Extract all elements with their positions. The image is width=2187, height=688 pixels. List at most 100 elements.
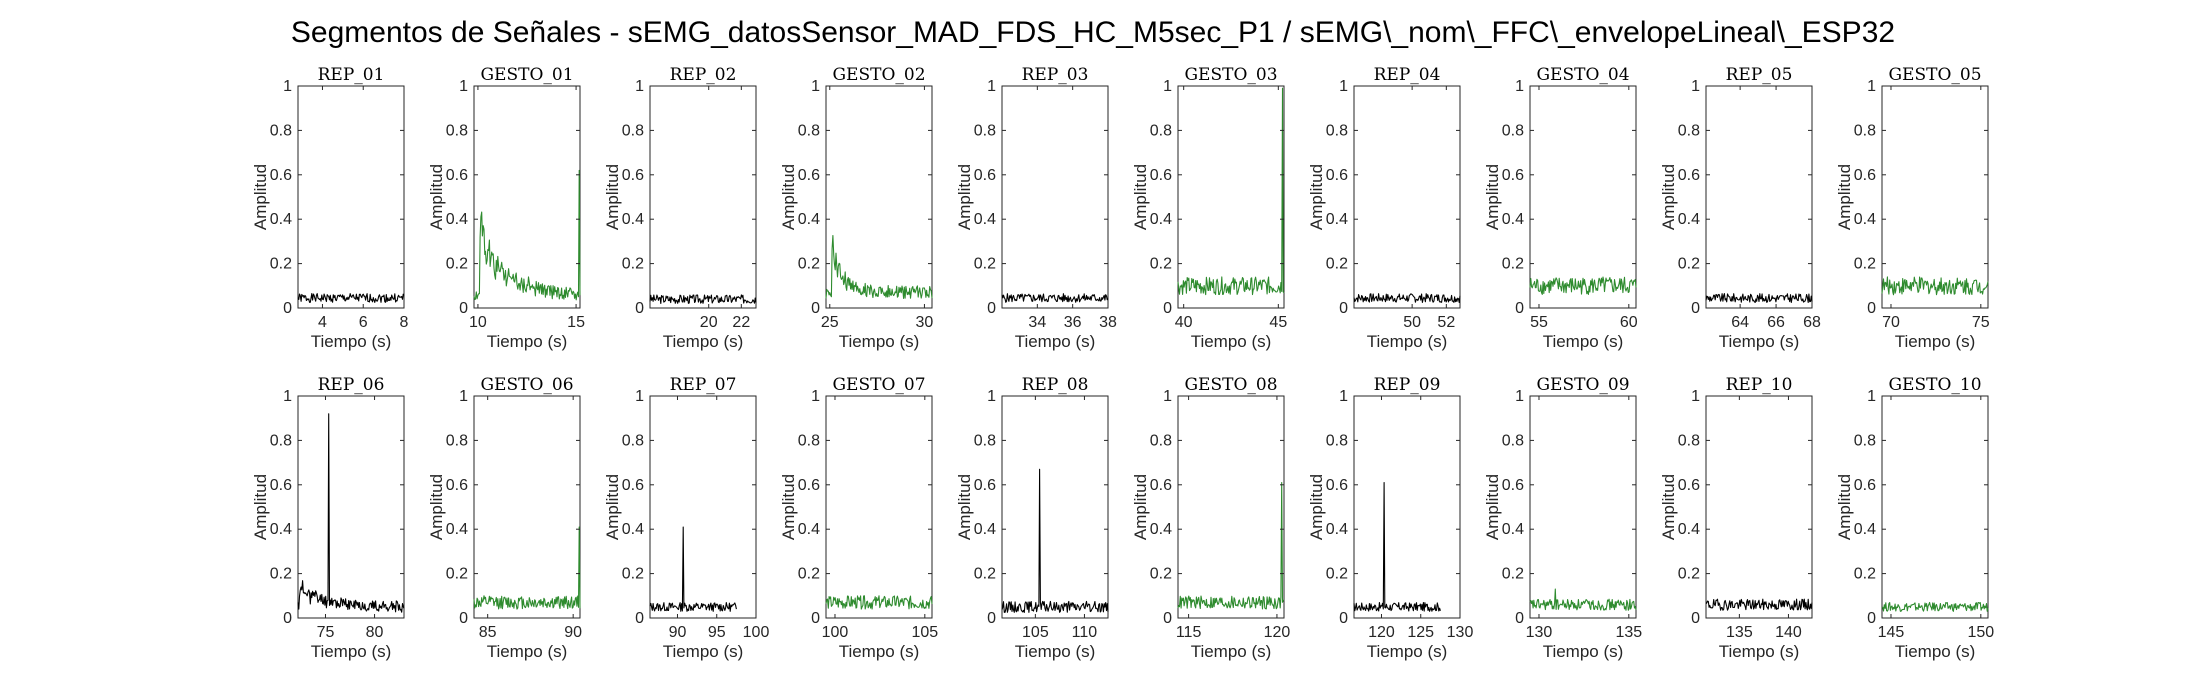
y-tick-label: 0.6 bbox=[1854, 167, 1876, 184]
y-tick-label: 0.4 bbox=[622, 211, 644, 228]
y-tick-label: 0.4 bbox=[1326, 211, 1348, 228]
y-axis-label: Amplitud bbox=[1659, 164, 1678, 230]
x-tick-label: 64 bbox=[1731, 314, 1749, 331]
y-tick-label: 1 bbox=[1163, 78, 1172, 95]
y-tick-label: 1 bbox=[1515, 388, 1524, 405]
plot-area bbox=[1881, 85, 1989, 309]
signal-line bbox=[297, 413, 405, 613]
y-axis-label: Amplitud bbox=[427, 164, 446, 230]
y-tick-label: 0.2 bbox=[1326, 566, 1348, 583]
y-tick-label: 0.8 bbox=[798, 122, 820, 139]
x-tick-label: 85 bbox=[479, 624, 497, 641]
x-tick-label: 68 bbox=[1803, 314, 1821, 331]
plot-area bbox=[297, 85, 405, 309]
y-tick-label: 0.8 bbox=[622, 122, 644, 139]
signal-line bbox=[297, 293, 405, 303]
y-tick-label: 0.6 bbox=[974, 167, 996, 184]
y-tick-label: 0.2 bbox=[622, 566, 644, 583]
subplot-gesto-06: 0 0.2 0.4 0.6 0.8 1 85 90 GESTO_06 Tiempo (s) Ampl… bbox=[427, 375, 582, 661]
y-tick-label: 0.6 bbox=[1502, 167, 1524, 184]
y-tick-label: 0 bbox=[635, 610, 644, 627]
y-tick-label: 0.2 bbox=[1502, 256, 1524, 273]
x-tick-label: 135 bbox=[1615, 624, 1642, 641]
y-tick-label: 0.4 bbox=[446, 211, 468, 228]
signal-line bbox=[1705, 293, 1813, 303]
subplot-title: REP_02 bbox=[670, 65, 737, 85]
subplot-gesto-09: 0 0.2 0.4 0.6 0.8 1 130 135 GESTO_09 Tiempo (s) Am… bbox=[1483, 375, 1642, 661]
subplot-title: REP_09 bbox=[1374, 375, 1441, 395]
x-tick-label: 10 bbox=[469, 314, 487, 331]
y-tick-label: 0.8 bbox=[270, 122, 292, 139]
y-tick-label: 0.4 bbox=[1854, 211, 1876, 228]
x-tick-label: 105 bbox=[1022, 624, 1049, 641]
y-tick-label: 0.6 bbox=[622, 477, 644, 494]
y-tick-label: 0.2 bbox=[1678, 256, 1700, 273]
y-tick-label: 0.4 bbox=[974, 521, 996, 538]
y-axis-label: Amplitud bbox=[1483, 474, 1502, 540]
y-tick-label: 0 bbox=[1867, 300, 1876, 317]
subplot-title: REP_05 bbox=[1726, 65, 1793, 85]
subplot-title: GESTO_02 bbox=[832, 65, 925, 85]
y-tick-label: 0.8 bbox=[798, 432, 820, 449]
y-tick-label: 1 bbox=[1691, 388, 1700, 405]
y-tick-label: 0.8 bbox=[974, 432, 996, 449]
x-tick-label: 75 bbox=[317, 624, 335, 641]
plot-area bbox=[649, 395, 757, 619]
y-tick-label: 0.6 bbox=[1150, 167, 1172, 184]
x-axis-label: Tiempo (s) bbox=[1895, 642, 1976, 661]
y-tick-label: 0.6 bbox=[798, 477, 820, 494]
x-tick-label: 120 bbox=[1264, 624, 1291, 641]
y-tick-label: 0.8 bbox=[1502, 432, 1524, 449]
y-tick-label: 0 bbox=[459, 610, 468, 627]
y-axis-label: Amplitud bbox=[955, 164, 974, 230]
subplot-gesto-04: 0 0.2 0.4 0.6 0.8 1 55 60 GESTO_04 Tiempo (s) Ampl… bbox=[1483, 65, 1638, 351]
y-tick-label: 0.2 bbox=[974, 256, 996, 273]
y-axis-label: Amplitud bbox=[603, 164, 622, 230]
y-tick-label: 1 bbox=[635, 78, 644, 95]
signal-line bbox=[1881, 601, 1989, 612]
subplot-title: GESTO_04 bbox=[1536, 65, 1629, 85]
y-tick-label: 0.8 bbox=[1502, 122, 1524, 139]
plot-area bbox=[1529, 85, 1637, 309]
y-tick-label: 0.2 bbox=[1326, 256, 1348, 273]
plot-area bbox=[825, 85, 933, 309]
y-axis-label: Amplitud bbox=[1835, 164, 1854, 230]
y-tick-label: 0.2 bbox=[1678, 566, 1700, 583]
subplot-gesto-01: 0 0.2 0.4 0.6 0.8 1 10 15 GESTO_01 Tiempo (s) Ampl… bbox=[427, 65, 585, 351]
y-axis-label: Amplitud bbox=[1307, 164, 1326, 230]
subplot-rep-04: 0 0.2 0.4 0.6 0.8 1 50 52 REP_04 Tiempo (s) Amplit… bbox=[1307, 65, 1461, 351]
y-axis-label: Amplitud bbox=[1131, 164, 1150, 230]
x-tick-label: 115 bbox=[1176, 624, 1202, 641]
y-tick-label: 0 bbox=[811, 610, 820, 627]
x-axis-label: Tiempo (s) bbox=[1367, 642, 1448, 661]
y-tick-label: 1 bbox=[283, 388, 292, 405]
signal-line bbox=[1881, 276, 1989, 296]
x-tick-label: 50 bbox=[1403, 314, 1421, 331]
y-tick-label: 0.8 bbox=[1678, 122, 1700, 139]
x-tick-label: 105 bbox=[911, 624, 938, 641]
subplot-rep-10: 0 0.2 0.4 0.6 0.8 1 135 140 REP_10 Tiempo (s) Ampl… bbox=[1659, 375, 1813, 661]
x-tick-label: 95 bbox=[708, 624, 726, 641]
subplot-title: REP_03 bbox=[1022, 65, 1089, 85]
y-axis-label: Amplitud bbox=[779, 164, 798, 230]
x-tick-label: 36 bbox=[1064, 314, 1082, 331]
subplot-title: REP_10 bbox=[1726, 375, 1793, 395]
signal-line bbox=[1529, 276, 1637, 295]
signal-line bbox=[473, 526, 581, 610]
x-tick-label: 90 bbox=[564, 624, 582, 641]
subplot-rep-07: 0 0.2 0.4 0.6 0.8 1 90 95 100 REP_07 Tiempo (s) Amp… bbox=[603, 375, 769, 661]
y-tick-label: 0.4 bbox=[270, 211, 292, 228]
subplot-title: GESTO_06 bbox=[480, 375, 573, 395]
x-tick-label: 6 bbox=[359, 314, 368, 331]
y-axis-label: Amplitud bbox=[955, 474, 974, 540]
y-tick-label: 0.8 bbox=[270, 432, 292, 449]
y-tick-label: 0 bbox=[1339, 610, 1348, 627]
y-tick-label: 0.4 bbox=[1150, 521, 1172, 538]
x-tick-label: 120 bbox=[1368, 624, 1395, 641]
subplot-gesto-07: 0 0.2 0.4 0.6 0.8 1 100 105 GESTO_07 Tiempo (s) Am… bbox=[779, 375, 938, 661]
x-tick-label: 140 bbox=[1775, 624, 1802, 641]
x-axis-label: Tiempo (s) bbox=[487, 332, 568, 351]
signal-line bbox=[1705, 598, 1813, 611]
